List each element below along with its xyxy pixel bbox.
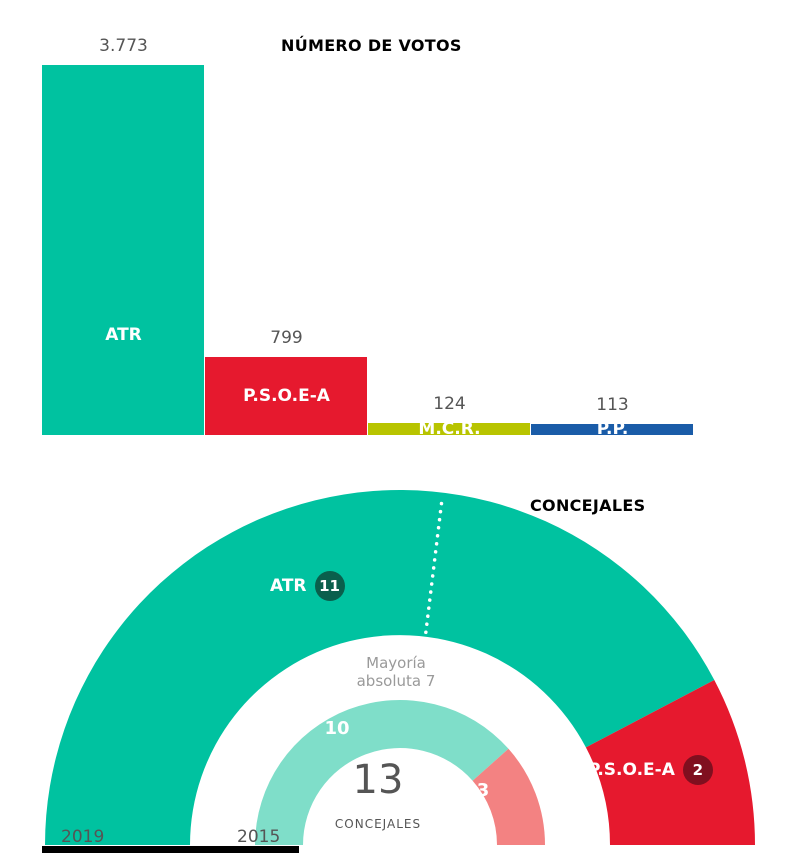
seat-arc-2019-0 — [45, 490, 715, 845]
majority-note: Mayoría absoluta 7 — [316, 654, 476, 690]
psoe-party-label: P.S.O.E-A — [588, 760, 675, 780]
bar-value: 113 — [596, 394, 629, 415]
psoe-seat-badge: 2 — [682, 755, 713, 785]
atr-seats-tag: ATR 11 — [270, 571, 345, 601]
bar-M.C.R. — [368, 422, 530, 435]
bar-col-M.C.R.: 124 M.C.R. — [368, 65, 531, 439]
bar-col-P.P.: 113 P.P. — [531, 65, 694, 439]
seat-arc-2015-0 — [255, 699, 509, 845]
inner-ring-count-atr-2015: 10 — [324, 718, 350, 739]
bar-value: 3.773 — [99, 36, 148, 56]
bar-P.S.O.E-A — [205, 356, 367, 435]
votes-chart-title: NÚMERO DE VOTOS — [281, 36, 462, 55]
bar-value: 124 — [433, 393, 466, 414]
bar-ATR — [42, 65, 204, 435]
bar-name: P.P. — [596, 419, 629, 439]
bar-col-P.S.O.E-A: 799 P.S.O.E-A — [205, 65, 368, 435]
atr-seat-badge: 11 — [314, 571, 345, 601]
bar-name: ATR — [105, 325, 142, 345]
seats-donut-svg — [45, 490, 755, 845]
bar-value: 799 — [270, 327, 303, 348]
seat-arc-2019-1 — [585, 680, 755, 845]
majority-note-line1: Mayoría — [366, 654, 426, 672]
atr-party-label: ATR — [270, 576, 307, 596]
timeline-bar — [42, 846, 299, 853]
bar-col-ATR: 3.773 ATR — [42, 36, 205, 435]
total-seats-caption: CONCEJALES — [334, 817, 422, 831]
bar-name: M.C.R. — [418, 418, 481, 439]
total-seats-value: 13 — [352, 757, 404, 803]
bar-P.P. — [531, 423, 693, 435]
year-label-2015: 2015 — [237, 827, 281, 847]
majority-note-line2: absoluta 7 — [356, 672, 436, 690]
bars-area: 3.773 ATR 799 P.S.O.E-A 124 M.C.R. 113 P.P. — [42, 36, 694, 439]
majority-line — [422, 501, 444, 651]
psoe-seats-tag: P.S.O.E-A 2 — [588, 755, 713, 785]
inner-ring-count-psoe-2015: 3 — [476, 780, 490, 801]
seat-arc-2015-1 — [472, 748, 545, 845]
bar-name: P.S.O.E-A — [243, 385, 330, 406]
seats-chart-title: CONCEJALES — [530, 496, 646, 515]
year-label-2019: 2019 — [61, 827, 105, 847]
